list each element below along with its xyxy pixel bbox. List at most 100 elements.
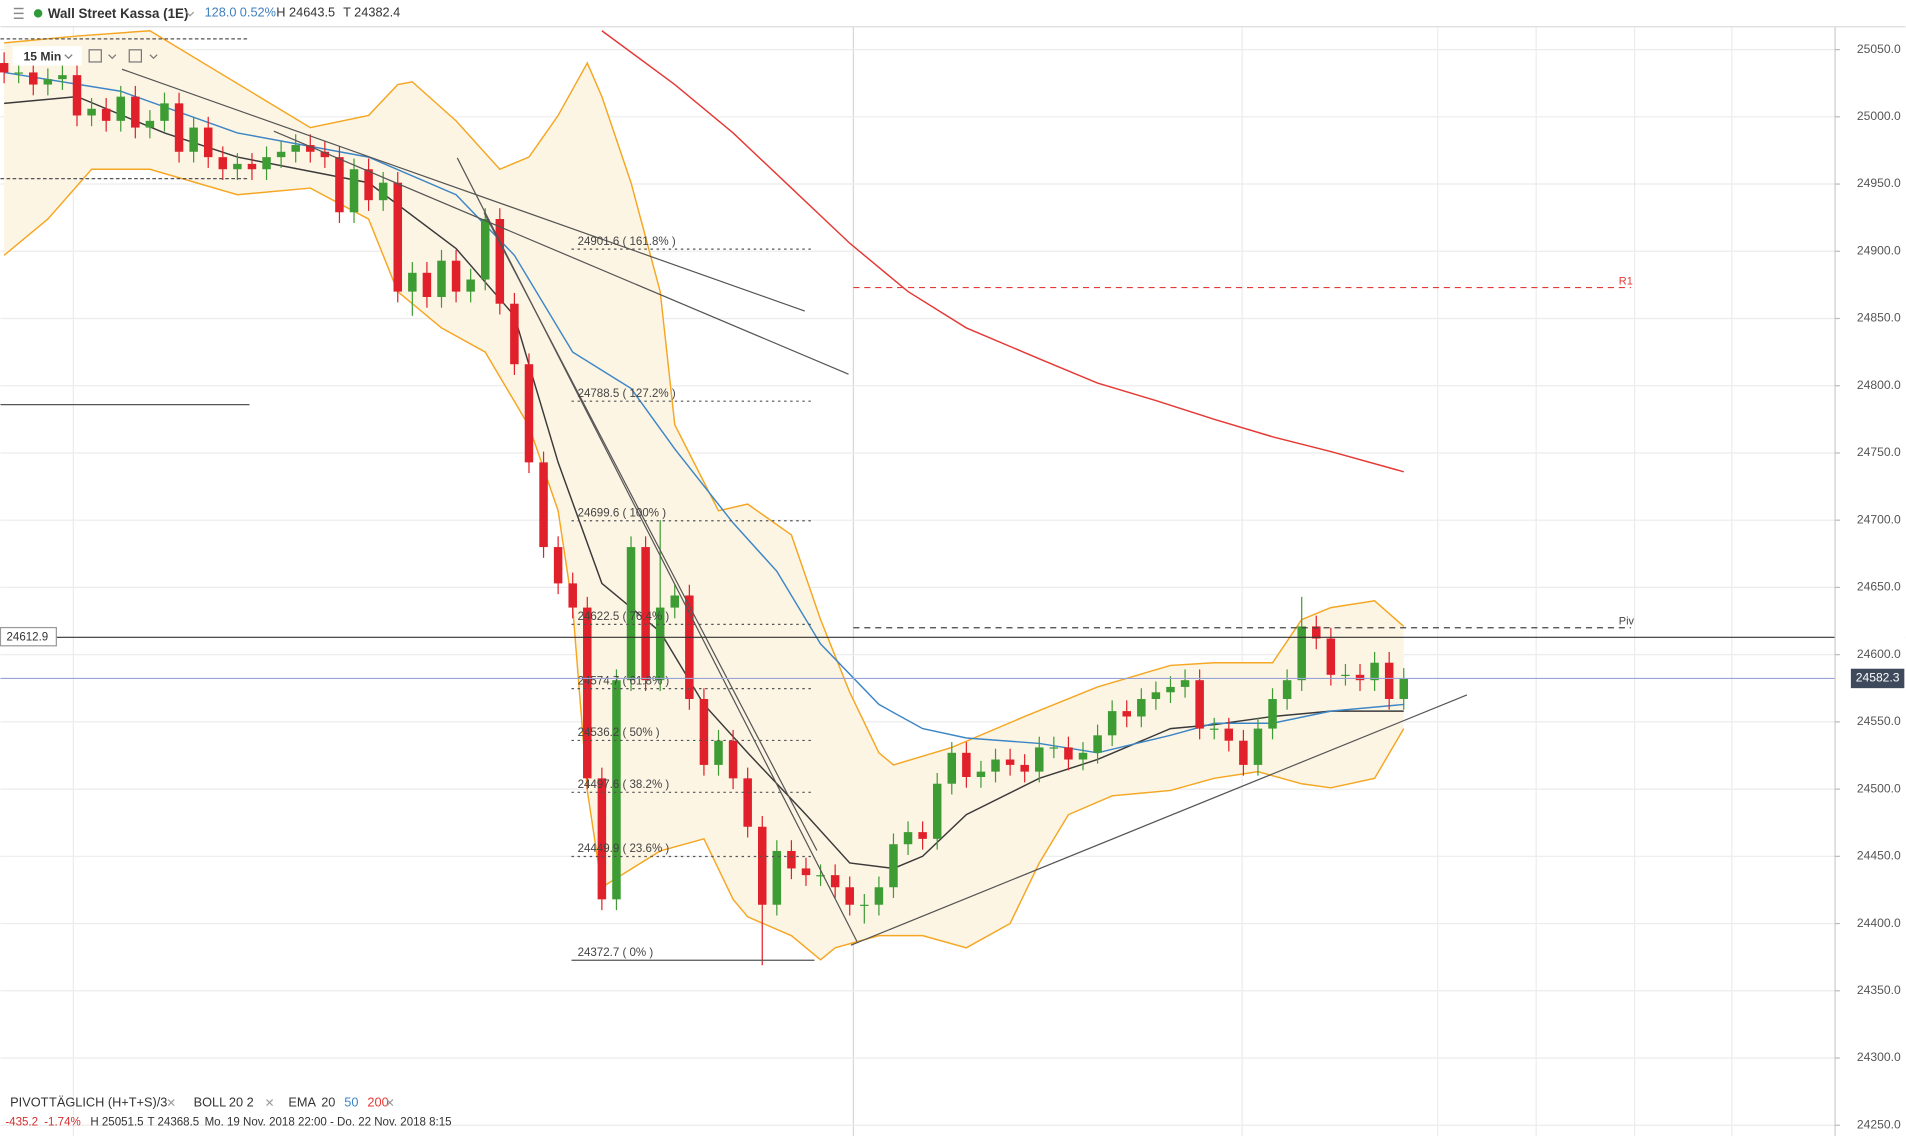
legend-boll: BOLL: [194, 1095, 227, 1110]
candle-body: [1064, 747, 1073, 760]
chart-type-icon[interactable]: [88, 49, 102, 63]
session-low: T 24382.4: [343, 5, 400, 20]
fib-label: 24536.2 ( 50% ): [578, 727, 660, 739]
candle-body: [976, 771, 986, 777]
candle-body: [903, 832, 913, 845]
candle-body: [1180, 680, 1190, 687]
candle-body: [203, 127, 213, 158]
candle-body: [641, 547, 650, 681]
candle-body: [918, 832, 927, 839]
candle-body: [932, 783, 942, 839]
candle-body: [291, 145, 300, 152]
candle-body: [1078, 752, 1088, 760]
band-fill: [4, 30, 1404, 960]
change: 128.0: [205, 5, 237, 20]
ema-period: 50: [344, 1095, 358, 1110]
candle-body: [349, 169, 359, 213]
remove-indicator[interactable]: [266, 1099, 274, 1107]
candle-body: [787, 850, 796, 869]
remove-indicator[interactable]: [167, 1099, 175, 1107]
ema-period: 200: [367, 1095, 388, 1110]
candle-body: [1282, 680, 1292, 700]
y-tick-label: 24850.0: [1857, 311, 1901, 325]
bollinger-upper: [4, 29, 1405, 766]
candle-body: [276, 151, 286, 158]
dropdown-arrow[interactable]: [149, 54, 158, 60]
y-tick-label: 24800.0: [1857, 378, 1901, 392]
candle-body: [233, 163, 242, 170]
footer-change-pct: -1.74%: [44, 1117, 81, 1129]
candle-body: [1399, 678, 1409, 700]
fib-label: 24497.6 ( 38.2% ): [578, 779, 670, 791]
indicator-icon[interactable]: [128, 49, 143, 63]
candle-body: [597, 778, 607, 900]
y-tick-label: 24500.0: [1857, 781, 1901, 795]
price-tag: [1850, 668, 1905, 689]
header-bar: [0, 0, 1906, 27]
fib-label: 24622.5 ( 76.4% ): [578, 611, 670, 623]
candle-body: [1268, 699, 1277, 729]
candle-body: [1020, 764, 1029, 772]
ema-line: [601, 30, 1404, 473]
candle-body: [539, 462, 548, 548]
candle-body: [524, 364, 534, 463]
instrument-name[interactable]: Wall Street Kassa (1E): [48, 6, 189, 21]
candle-body: [1224, 728, 1234, 741]
candle-body: [131, 96, 140, 128]
y-tick-label: 25050.0: [1857, 42, 1901, 56]
session-high: H 24643.5: [276, 5, 335, 20]
candle-body: [1384, 662, 1394, 700]
drawings: [0, 38, 1468, 946]
candle-body: [43, 79, 53, 85]
candle-body: [408, 272, 417, 292]
candle-body: [320, 151, 330, 158]
menu-icon[interactable]: [13, 7, 24, 19]
candle-body: [655, 607, 665, 681]
y-tick-label: 25000.0: [1857, 109, 1901, 123]
trend-line: [121, 68, 805, 312]
y-tick-label: 24300.0: [1857, 1050, 1901, 1064]
legend-pivot-params: TÄGLICH (H+T+S)/3: [49, 1095, 167, 1110]
candle-body: [1253, 728, 1263, 765]
dropdown-arrow[interactable]: [108, 54, 117, 60]
candle-body: [1341, 674, 1350, 677]
footer: -435.2 -1.74% H 25051.5 T 24368.5 Mo. 19…: [5, 1117, 451, 1129]
timeframe[interactable]: 15 Min: [24, 49, 62, 63]
change-pct: 0.52%: [240, 5, 276, 20]
candle-body: [422, 272, 432, 297]
y-tick-label: 24550.0: [1857, 714, 1901, 728]
candle-body: [1137, 699, 1146, 717]
candle-body: [480, 219, 490, 280]
candle-body: [262, 157, 271, 170]
candle-body: [510, 303, 519, 365]
remove-indicator[interactable]: [386, 1099, 394, 1107]
candle-body: [306, 145, 315, 152]
ema-line: [3, 71, 1404, 754]
y-tick-label: 24450.0: [1857, 849, 1901, 863]
price-tags: 24612.9 24582.3: [0, 626, 1905, 689]
candle-body: [0, 63, 9, 73]
timeframe-button[interactable]: [12, 46, 82, 66]
candle-body: [1326, 638, 1336, 675]
footer-range: Mo. 19 Nov. 2018 22:00 - Do. 22 Nov. 201…: [205, 1117, 452, 1129]
candle-body: [189, 127, 198, 152]
candle-body: [568, 583, 577, 608]
candle-body: [58, 75, 67, 80]
candle-body: [29, 72, 38, 85]
candle-body: [874, 887, 884, 905]
candle-body: [1312, 626, 1321, 639]
candle-body: [1093, 735, 1102, 753]
candle-body: [947, 752, 957, 784]
candle-body: [101, 108, 111, 121]
candle-body: [714, 740, 723, 765]
fib-label: 24699.6 ( 100% ): [578, 507, 667, 519]
candle-body: [612, 680, 621, 900]
fib-label: 24901.6 ( 161.8% ): [578, 236, 676, 248]
candle-body: [160, 103, 169, 121]
dropdown-arrow[interactable]: [64, 54, 73, 60]
instrument-dropdown[interactable]: [185, 11, 195, 17]
candle-body: [757, 826, 767, 905]
footer-high: H 25051.5: [90, 1117, 143, 1129]
y-tick-label: 24750.0: [1857, 445, 1901, 459]
y-tick-label: 24400.0: [1857, 916, 1901, 930]
